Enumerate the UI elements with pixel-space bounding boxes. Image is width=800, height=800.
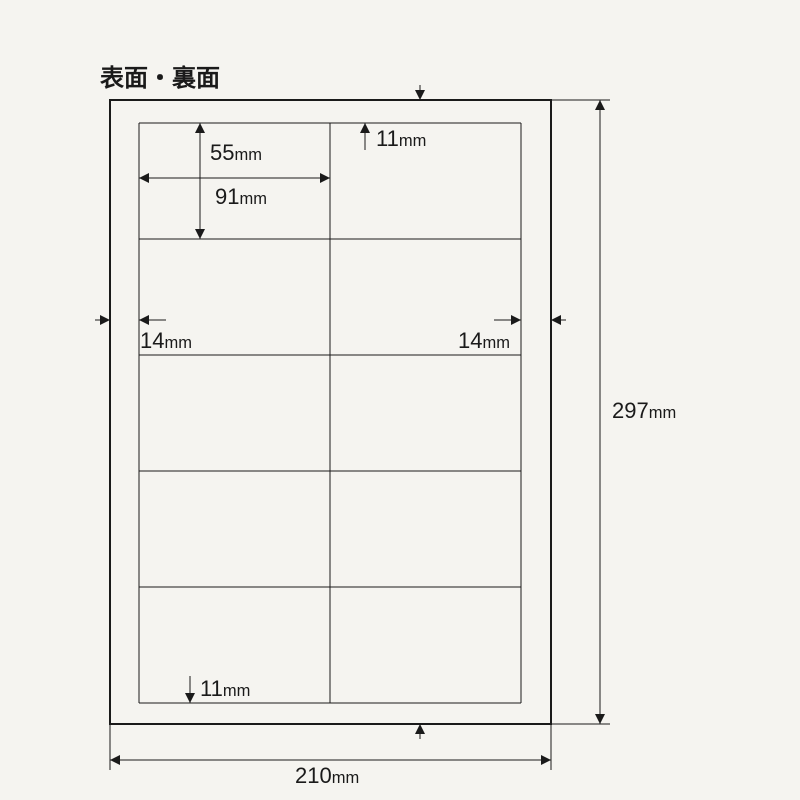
sheet-height-dimension xyxy=(551,100,610,724)
left-margin-outer-arrow xyxy=(95,315,110,325)
right-margin-label: 14mm xyxy=(458,330,510,352)
top-margin-label: 11mm xyxy=(376,128,426,150)
bottom-margin-inner-arrow xyxy=(185,676,195,703)
left-margin-inner-arrow xyxy=(139,315,166,325)
right-margin-outer-arrow xyxy=(551,315,566,325)
sheet-width-label: 210mm xyxy=(295,765,359,787)
right-margin-inner-arrow xyxy=(494,315,521,325)
card-height-arrow xyxy=(195,123,205,239)
bottom-margin-arrow xyxy=(415,724,425,739)
left-margin-label: 14mm xyxy=(140,330,192,352)
top-margin-inner-arrow xyxy=(360,123,370,150)
diagram-canvas: 表面・裏面 xyxy=(0,0,800,800)
bottom-margin-label: 11mm xyxy=(200,678,250,700)
card-width-label: 91mm xyxy=(215,186,267,208)
diagram-svg xyxy=(0,0,800,800)
card-height-label: 55mm xyxy=(210,142,262,164)
top-margin-arrow xyxy=(415,85,425,100)
card-width-arrow xyxy=(139,173,330,183)
sheet-height-label: 297mm xyxy=(612,400,676,422)
